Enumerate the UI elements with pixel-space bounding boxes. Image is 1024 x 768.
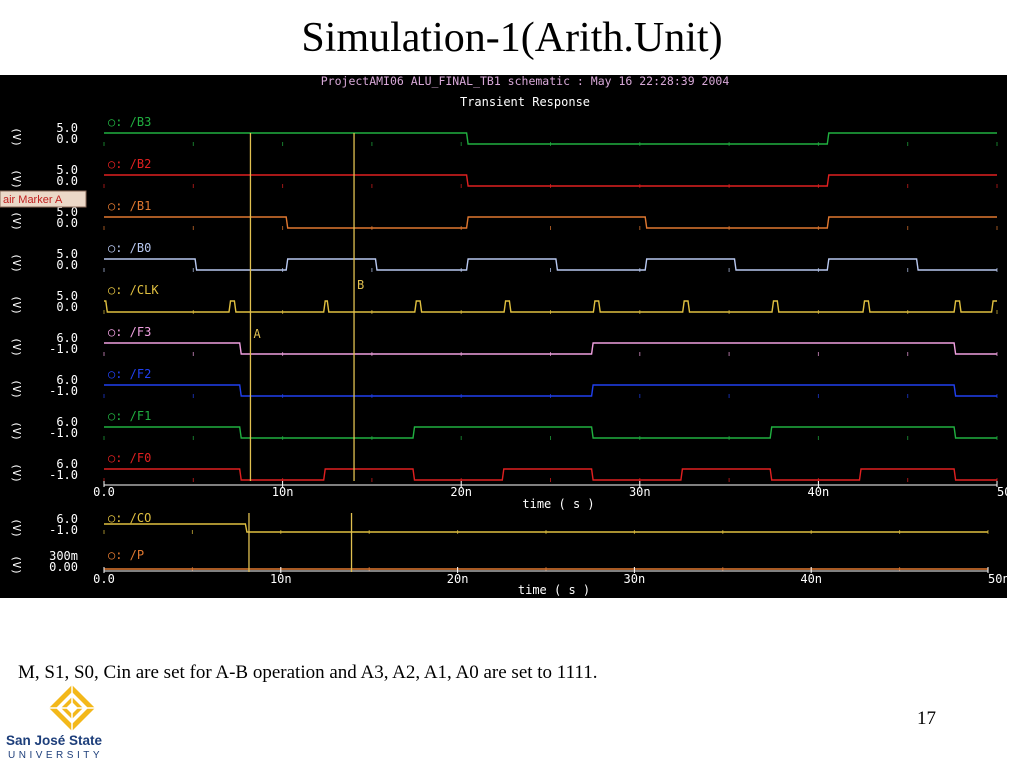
marker-label-b: B <box>357 278 364 292</box>
y-unit-label: (V) <box>10 463 23 483</box>
plot-subheader: Transient Response <box>460 95 590 109</box>
y-tick-label: 0.0 <box>56 300 78 314</box>
signal-trace <box>104 426 997 439</box>
tooltip-label: air Marker A <box>3 194 63 206</box>
signal-trace <box>104 468 997 481</box>
y-tick-label: 5.0 <box>56 163 78 177</box>
y-tick-label: 300m <box>49 549 78 563</box>
signal-trace <box>104 216 997 229</box>
series-label: ○: /F2 <box>108 367 151 381</box>
crosshair-markers[interactable]: AB <box>248 133 364 572</box>
y-tick-label: 5.0 <box>56 121 78 135</box>
plot-header: ProjectAMI06 ALU_FINAL_TB1 schematic : M… <box>321 75 730 88</box>
series-label: ○: /F3 <box>108 325 151 339</box>
series-label: ○: /P <box>108 548 144 562</box>
plot-background <box>0 75 1007 598</box>
x-tick-label: 40n <box>808 485 830 499</box>
y-tick-label: 0.0 <box>56 132 78 146</box>
y-tick-label: 0.0 <box>56 258 78 272</box>
y-unit-label: (V) <box>10 555 23 575</box>
x-axis-label: time ( s ) <box>518 583 590 597</box>
signal-trace <box>104 258 997 271</box>
y-unit-label: (V) <box>10 379 23 399</box>
y-tick-label: 0.0 <box>56 216 78 230</box>
signal-trace <box>104 384 997 397</box>
signal-trace <box>104 342 997 355</box>
x-tick-label: 0.0 <box>93 572 115 586</box>
y-tick-label: 0.00 <box>49 560 78 574</box>
y-tick-label: -1.0 <box>49 468 78 482</box>
series-label: ○: /CO <box>108 511 151 525</box>
y-unit-label: (V) <box>10 253 23 273</box>
y-tick-label: 6.0 <box>56 331 78 345</box>
y-unit-label: (V) <box>10 337 23 357</box>
x-tick-label: 50n <box>988 572 1007 586</box>
x-tick-label: 30n <box>629 485 651 499</box>
series-label: ○: /F1 <box>108 409 151 423</box>
marker-label-a: A <box>253 327 261 341</box>
x-tick-label: 40n <box>800 572 822 586</box>
y-tick-label: 5.0 <box>56 247 78 261</box>
plot-axes: (V) 5.00.0(V) 5.00.0(V) 5.00.0(V) 5.00.0(V) 5… <box>10 121 1007 597</box>
y-tick-label: -1.0 <box>49 523 78 537</box>
y-tick-label: 6.0 <box>56 373 78 387</box>
y-tick-label: 0.0 <box>56 174 78 188</box>
x-tick-label: 10n <box>272 485 294 499</box>
x-tick-label: 10n <box>270 572 292 586</box>
slide-title: Simulation-1(Arith.Unit) <box>301 15 723 61</box>
page-number: 17 <box>917 708 936 729</box>
y-tick-label: 5.0 <box>56 289 78 303</box>
waveform-viewer: ProjectAMI06 ALU_FINAL_TB1 schematic : M… <box>0 75 1007 598</box>
marker-tooltip: air Marker A <box>0 190 87 208</box>
y-tick-label: -1.0 <box>49 384 78 398</box>
series-label: ○: /B2 <box>108 157 151 171</box>
signal-trace <box>104 174 997 187</box>
y-unit-label: (V) <box>10 421 23 441</box>
x-tick-label: 30n <box>624 572 646 586</box>
tooltip-box <box>0 190 87 208</box>
y-tick-label: 5.0 <box>56 205 78 219</box>
series-label: ○: /F0 <box>108 451 151 465</box>
series-label: ○: /B0 <box>108 241 151 255</box>
slide-caption: M, S1, S0, Cin are set for A-B operation… <box>18 662 598 683</box>
waveform-plot: ProjectAMI06 ALU_FINAL_TB1 schematic : M… <box>0 75 1007 598</box>
series-label: ○: /CLK <box>108 283 159 297</box>
y-unit-label: (V) <box>10 169 23 189</box>
signal-trace <box>104 523 988 533</box>
y-tick-label: 6.0 <box>56 512 78 526</box>
y-tick-label: 6.0 <box>56 457 78 471</box>
y-unit-label: (V) <box>10 295 23 315</box>
y-tick-label: 6.0 <box>56 415 78 429</box>
signal-traces: ○: /B3 ○: /B2 ○: /B1 ○: /B0 ○: /CLK ○: /F3 ○: … <box>103 115 998 571</box>
y-unit-label: (V) <box>10 211 23 231</box>
x-tick-label: 0.0 <box>93 485 115 499</box>
y-unit-label: (V) <box>10 127 23 147</box>
y-tick-label: -1.0 <box>49 426 78 440</box>
diamond-emblem-icon <box>49 685 95 731</box>
signal-trace <box>104 300 997 313</box>
x-tick-label: 20n <box>450 485 472 499</box>
x-tick-label: 20n <box>447 572 469 586</box>
university-logo: San José State UNIVERSITY <box>6 683 134 765</box>
logo-subtitle: UNIVERSITY <box>8 750 104 761</box>
logo-name: San José State <box>6 733 103 748</box>
y-unit-label: (V) <box>10 518 23 538</box>
x-axis-label: time ( s ) <box>522 497 594 511</box>
x-tick-label: 50 <box>997 485 1007 499</box>
series-label: ○: /B1 <box>108 199 151 213</box>
series-label: ○: /B3 <box>108 115 151 129</box>
y-tick-label: -1.0 <box>49 342 78 356</box>
signal-trace <box>104 132 997 145</box>
